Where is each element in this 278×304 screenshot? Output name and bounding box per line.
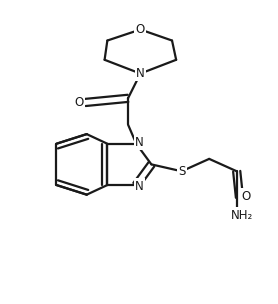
- Text: O: O: [75, 96, 84, 109]
- Text: S: S: [178, 165, 185, 178]
- Text: O: O: [242, 189, 251, 202]
- Text: N: N: [136, 67, 145, 80]
- Text: O: O: [136, 23, 145, 36]
- Text: N: N: [135, 136, 144, 149]
- Text: NH₂: NH₂: [231, 209, 253, 222]
- Text: N: N: [135, 180, 144, 193]
